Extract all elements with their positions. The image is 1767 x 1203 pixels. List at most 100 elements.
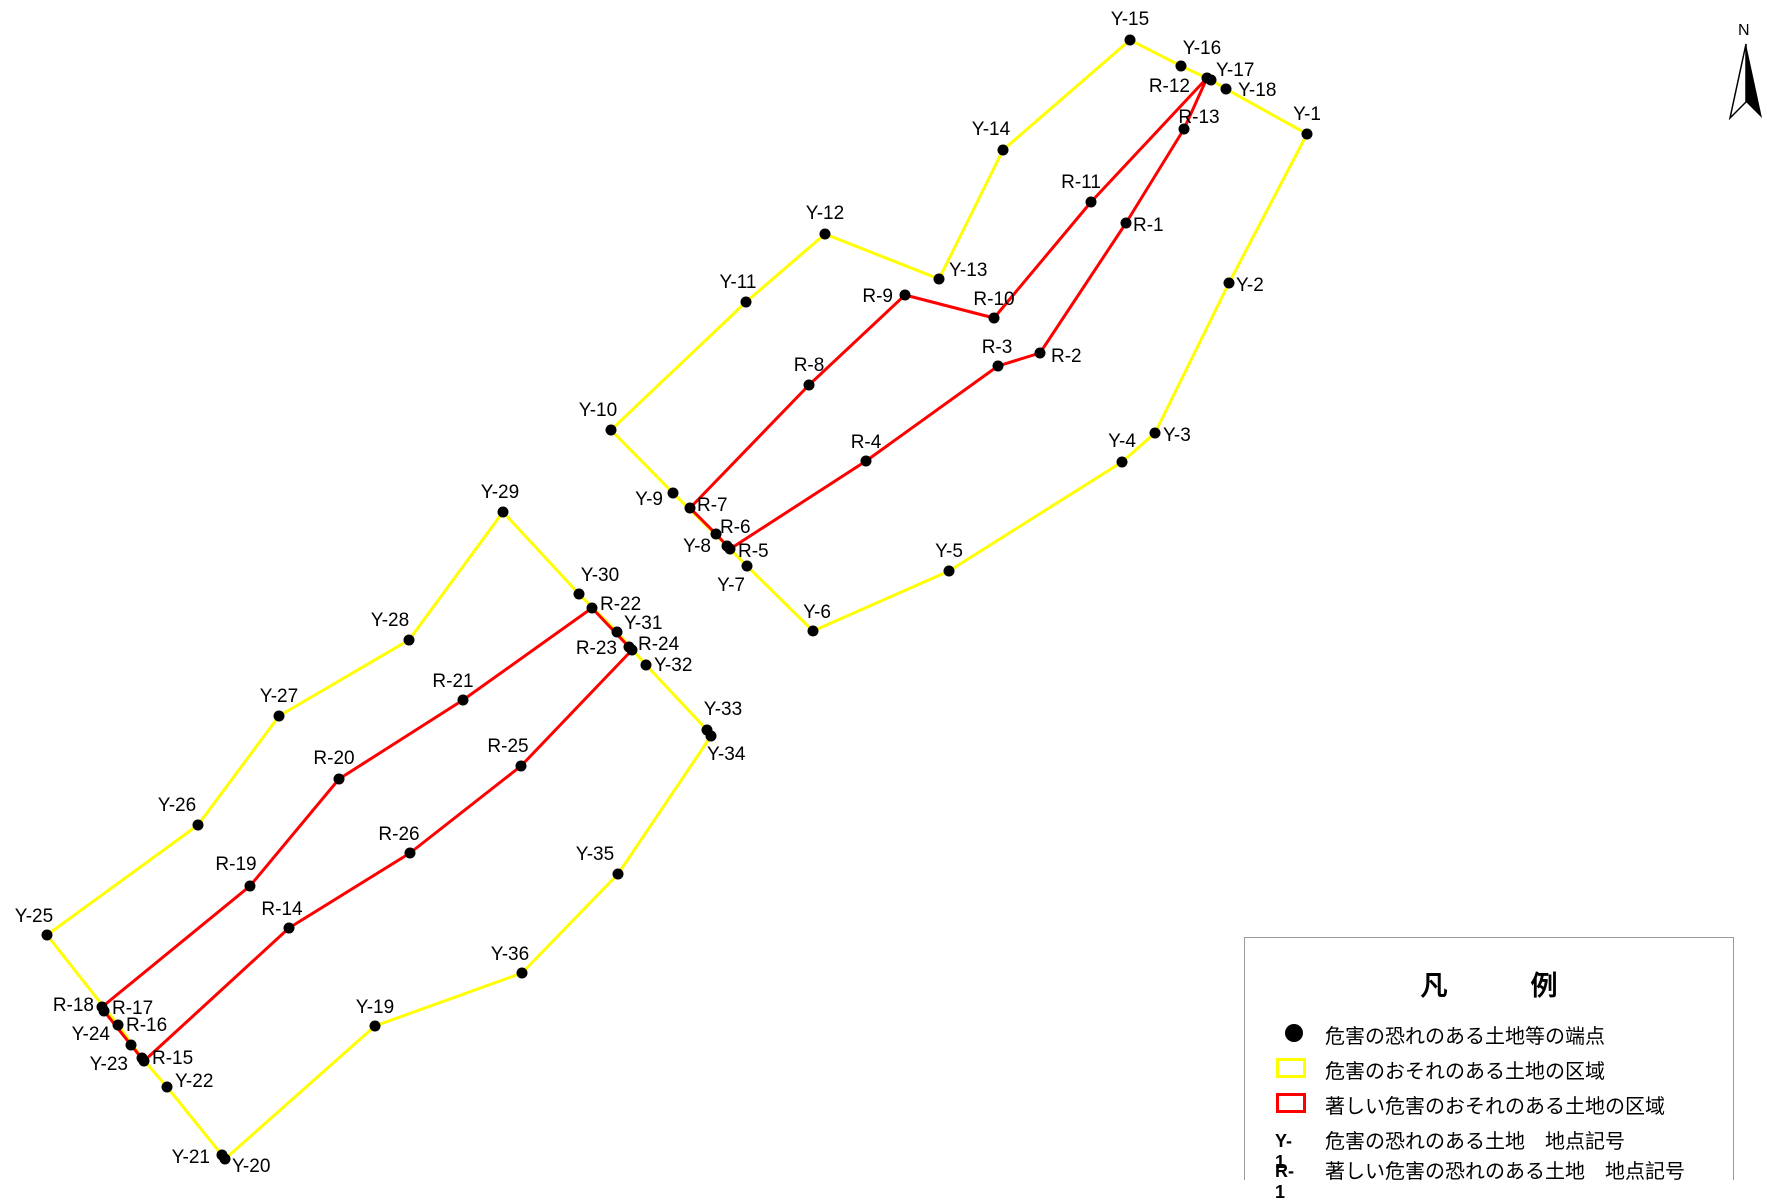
point-icon: [1257, 1018, 1303, 1048]
point-r-18: [96, 1001, 108, 1013]
point-y-16: [1175, 60, 1187, 72]
label-y-29: Y-29: [481, 482, 519, 503]
label-y-2: Y-2: [1236, 275, 1264, 296]
label-r-3: R-3: [982, 337, 1013, 358]
point-y-29: [497, 506, 509, 518]
label-y-18: Y-18: [1238, 80, 1276, 101]
label-r-23: R-23: [576, 638, 617, 659]
point-y-22: [161, 1081, 173, 1093]
point-r-6: [710, 528, 722, 540]
label-y-24: Y-24: [72, 1024, 111, 1045]
point-y-3: [1149, 427, 1161, 439]
severe-hazard-area-boundaries: [100, 76, 1209, 1063]
point-r-10: [988, 312, 1000, 324]
point-r-2: [1034, 347, 1046, 359]
point-y-27: [273, 710, 285, 722]
label-r-8: R-8: [794, 355, 825, 376]
label-y-32: Y-32: [654, 655, 692, 676]
label-r-12: R-12: [1149, 76, 1190, 97]
label-r-25: R-25: [487, 736, 528, 757]
point-r-8: [803, 379, 815, 391]
point-r-25: [515, 760, 527, 772]
point-r-26: [404, 847, 416, 859]
north-arrow: N: [1726, 22, 1766, 122]
label-r-15: R-15: [152, 1048, 193, 1069]
legend-label: 危害のおそれのある土地の区域: [1325, 1059, 1605, 1083]
point-y-9: [667, 487, 679, 499]
label-r-9: R-9: [862, 286, 893, 307]
point-r-7: [684, 502, 696, 514]
label-y-30: Y-30: [581, 565, 619, 586]
point-y-10: [605, 424, 617, 436]
label-r-4: R-4: [851, 432, 882, 453]
label-r-16: R-16: [126, 1015, 167, 1036]
point-r-4: [860, 455, 872, 467]
point-y-34: [705, 730, 717, 742]
north-arrow-icon: [1728, 43, 1762, 121]
point-y-25: [41, 929, 53, 941]
label-y-25: Y-25: [15, 906, 53, 927]
point-y-4: [1116, 456, 1128, 468]
label-r-6: R-6: [720, 517, 751, 538]
point-y-21: [216, 1149, 228, 1161]
point-r-12: [1201, 72, 1213, 84]
label-y-15: Y-15: [1111, 9, 1149, 30]
severe-hazard-area-polygon-1: [688, 76, 1209, 551]
legend-label: 危害の恐れのある土地等の端点: [1325, 1024, 1605, 1048]
label-y-33: Y-33: [704, 699, 742, 720]
legend-label: 著しい危害のおそれのある土地の区域: [1325, 1094, 1665, 1118]
label-r-2: R-2: [1051, 346, 1082, 367]
legend-item-endpoint: 危害の恐れのある土地等の端点: [1245, 1018, 1733, 1048]
point-y-7: [741, 560, 753, 572]
y-code-symbol: Y-1: [1257, 1123, 1301, 1172]
point-r-14: [283, 922, 295, 934]
label-y-10: Y-10: [579, 400, 617, 421]
label-y-7: Y-7: [717, 575, 745, 596]
label-r-13: R-13: [1178, 107, 1219, 128]
point-y-13: [933, 273, 945, 285]
yellow-outline-icon: [1257, 1053, 1306, 1083]
label-y-5: Y-5: [935, 541, 963, 562]
point-y-15: [1124, 34, 1136, 46]
label-y-31: Y-31: [624, 613, 662, 634]
point-r-5: [724, 543, 736, 555]
label-r-20: R-20: [313, 748, 354, 769]
label-r-18: R-18: [53, 995, 94, 1016]
label-r-7: R-7: [697, 495, 728, 516]
point-y-36: [516, 967, 528, 979]
point-y-2: [1223, 277, 1235, 289]
red-outline-icon: [1257, 1088, 1306, 1118]
point-r-21: [457, 694, 469, 706]
point-y-28: [403, 634, 415, 646]
point-r-13: [1178, 123, 1190, 135]
label-y-36: Y-36: [491, 944, 529, 965]
point-y-14: [997, 144, 1009, 156]
point-y-5: [943, 565, 955, 577]
point-r-9: [899, 289, 911, 301]
label-y-8: Y-8: [683, 536, 711, 557]
point-r-3: [992, 360, 1004, 372]
label-y-28: Y-28: [371, 610, 409, 631]
r-code-symbol: R-1: [1257, 1153, 1301, 1202]
label-y-26: Y-26: [158, 795, 196, 816]
north-label: N: [1738, 22, 1750, 39]
label-y-19: Y-19: [356, 997, 394, 1018]
label-r-24: R-24: [638, 634, 680, 655]
label-y-21: Y-21: [172, 1147, 210, 1168]
label-r-17: R-17: [112, 998, 153, 1019]
point-r-24: [626, 644, 638, 656]
vertex-points: [41, 34, 1313, 1165]
label-y-9: Y-9: [635, 489, 663, 510]
legend-title: 凡 例: [1420, 971, 1586, 1002]
y-code-text: Y-1: [1275, 1131, 1293, 1172]
point-r-15: [138, 1055, 150, 1067]
point-y-35: [612, 868, 624, 880]
label-y-4: Y-4: [1108, 431, 1136, 452]
label-y-35: Y-35: [576, 844, 614, 865]
label-y-27: Y-27: [260, 686, 298, 707]
hazard-area-boundaries: [45, 38, 1309, 1161]
point-r-20: [333, 773, 345, 785]
r-code-text: R-1: [1275, 1161, 1294, 1202]
point-y-19: [369, 1020, 381, 1032]
